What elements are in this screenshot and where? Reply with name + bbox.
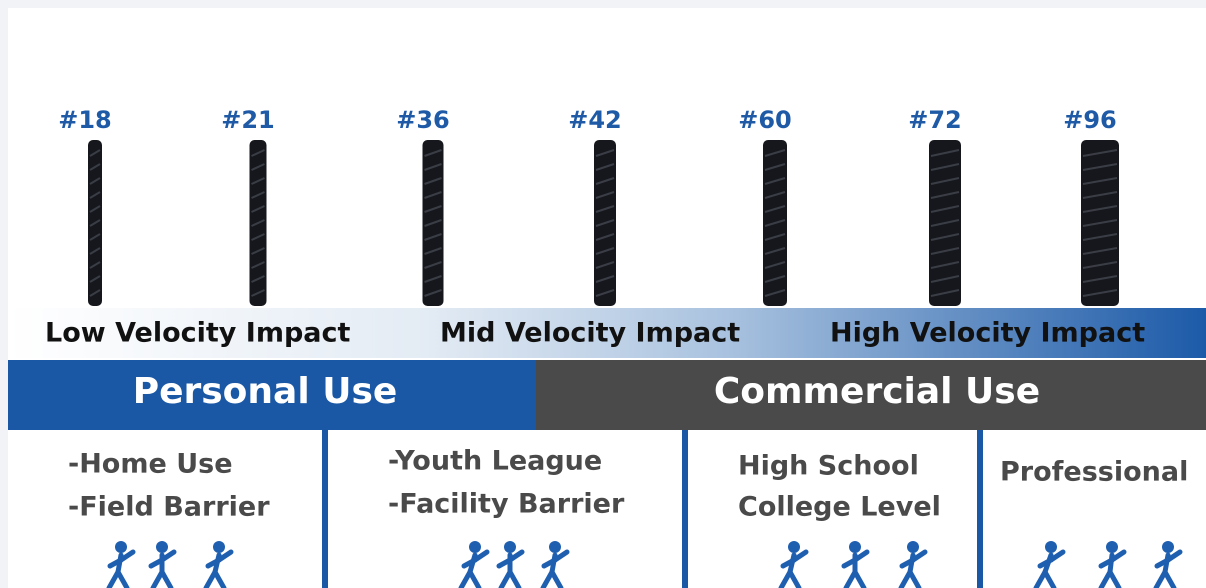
gauge-label: #18	[58, 106, 112, 134]
gauge-label: #42	[568, 106, 622, 134]
use-label: Personal Use	[133, 371, 398, 412]
infographic: #18 #21 #36 #42 #60 #72 #96 Low Velocity Impac…	[0, 0, 1206, 588]
icon-head	[469, 541, 481, 553]
column-text: -Home Use	[68, 449, 233, 480]
column-divider	[322, 430, 328, 588]
column-divider	[977, 430, 983, 588]
velocity-label: Low Velocity Impact	[45, 318, 351, 349]
icon-head	[907, 541, 919, 553]
velocity-label: Mid Velocity Impact	[440, 318, 740, 349]
column-divider	[682, 430, 688, 588]
icon-head	[549, 541, 561, 553]
icon-head	[1162, 541, 1174, 553]
icon-head	[213, 541, 225, 553]
icon-head	[156, 541, 168, 553]
column-text: Professional	[1000, 457, 1188, 488]
icon-head	[115, 541, 127, 553]
column-text: -Field Barrier	[68, 492, 270, 523]
icon-head	[1106, 541, 1118, 553]
icon-head	[1045, 541, 1057, 553]
gauge-label: #21	[221, 106, 275, 134]
icon-head	[849, 541, 861, 553]
column-text: -Youth League	[388, 446, 602, 477]
gauge-label: #72	[908, 106, 962, 134]
gauge-label: #36	[396, 106, 450, 134]
icon-head	[788, 541, 800, 553]
icon-head	[504, 541, 516, 553]
use-label: Commercial Use	[714, 371, 1040, 412]
gauge-label: #96	[1063, 106, 1117, 134]
column-text: High School	[738, 451, 919, 482]
velocity-label: High Velocity Impact	[830, 318, 1145, 349]
column-text: College Level	[738, 492, 941, 523]
column-text: -Facility Barrier	[388, 489, 625, 520]
gauge-label: #60	[738, 106, 792, 134]
